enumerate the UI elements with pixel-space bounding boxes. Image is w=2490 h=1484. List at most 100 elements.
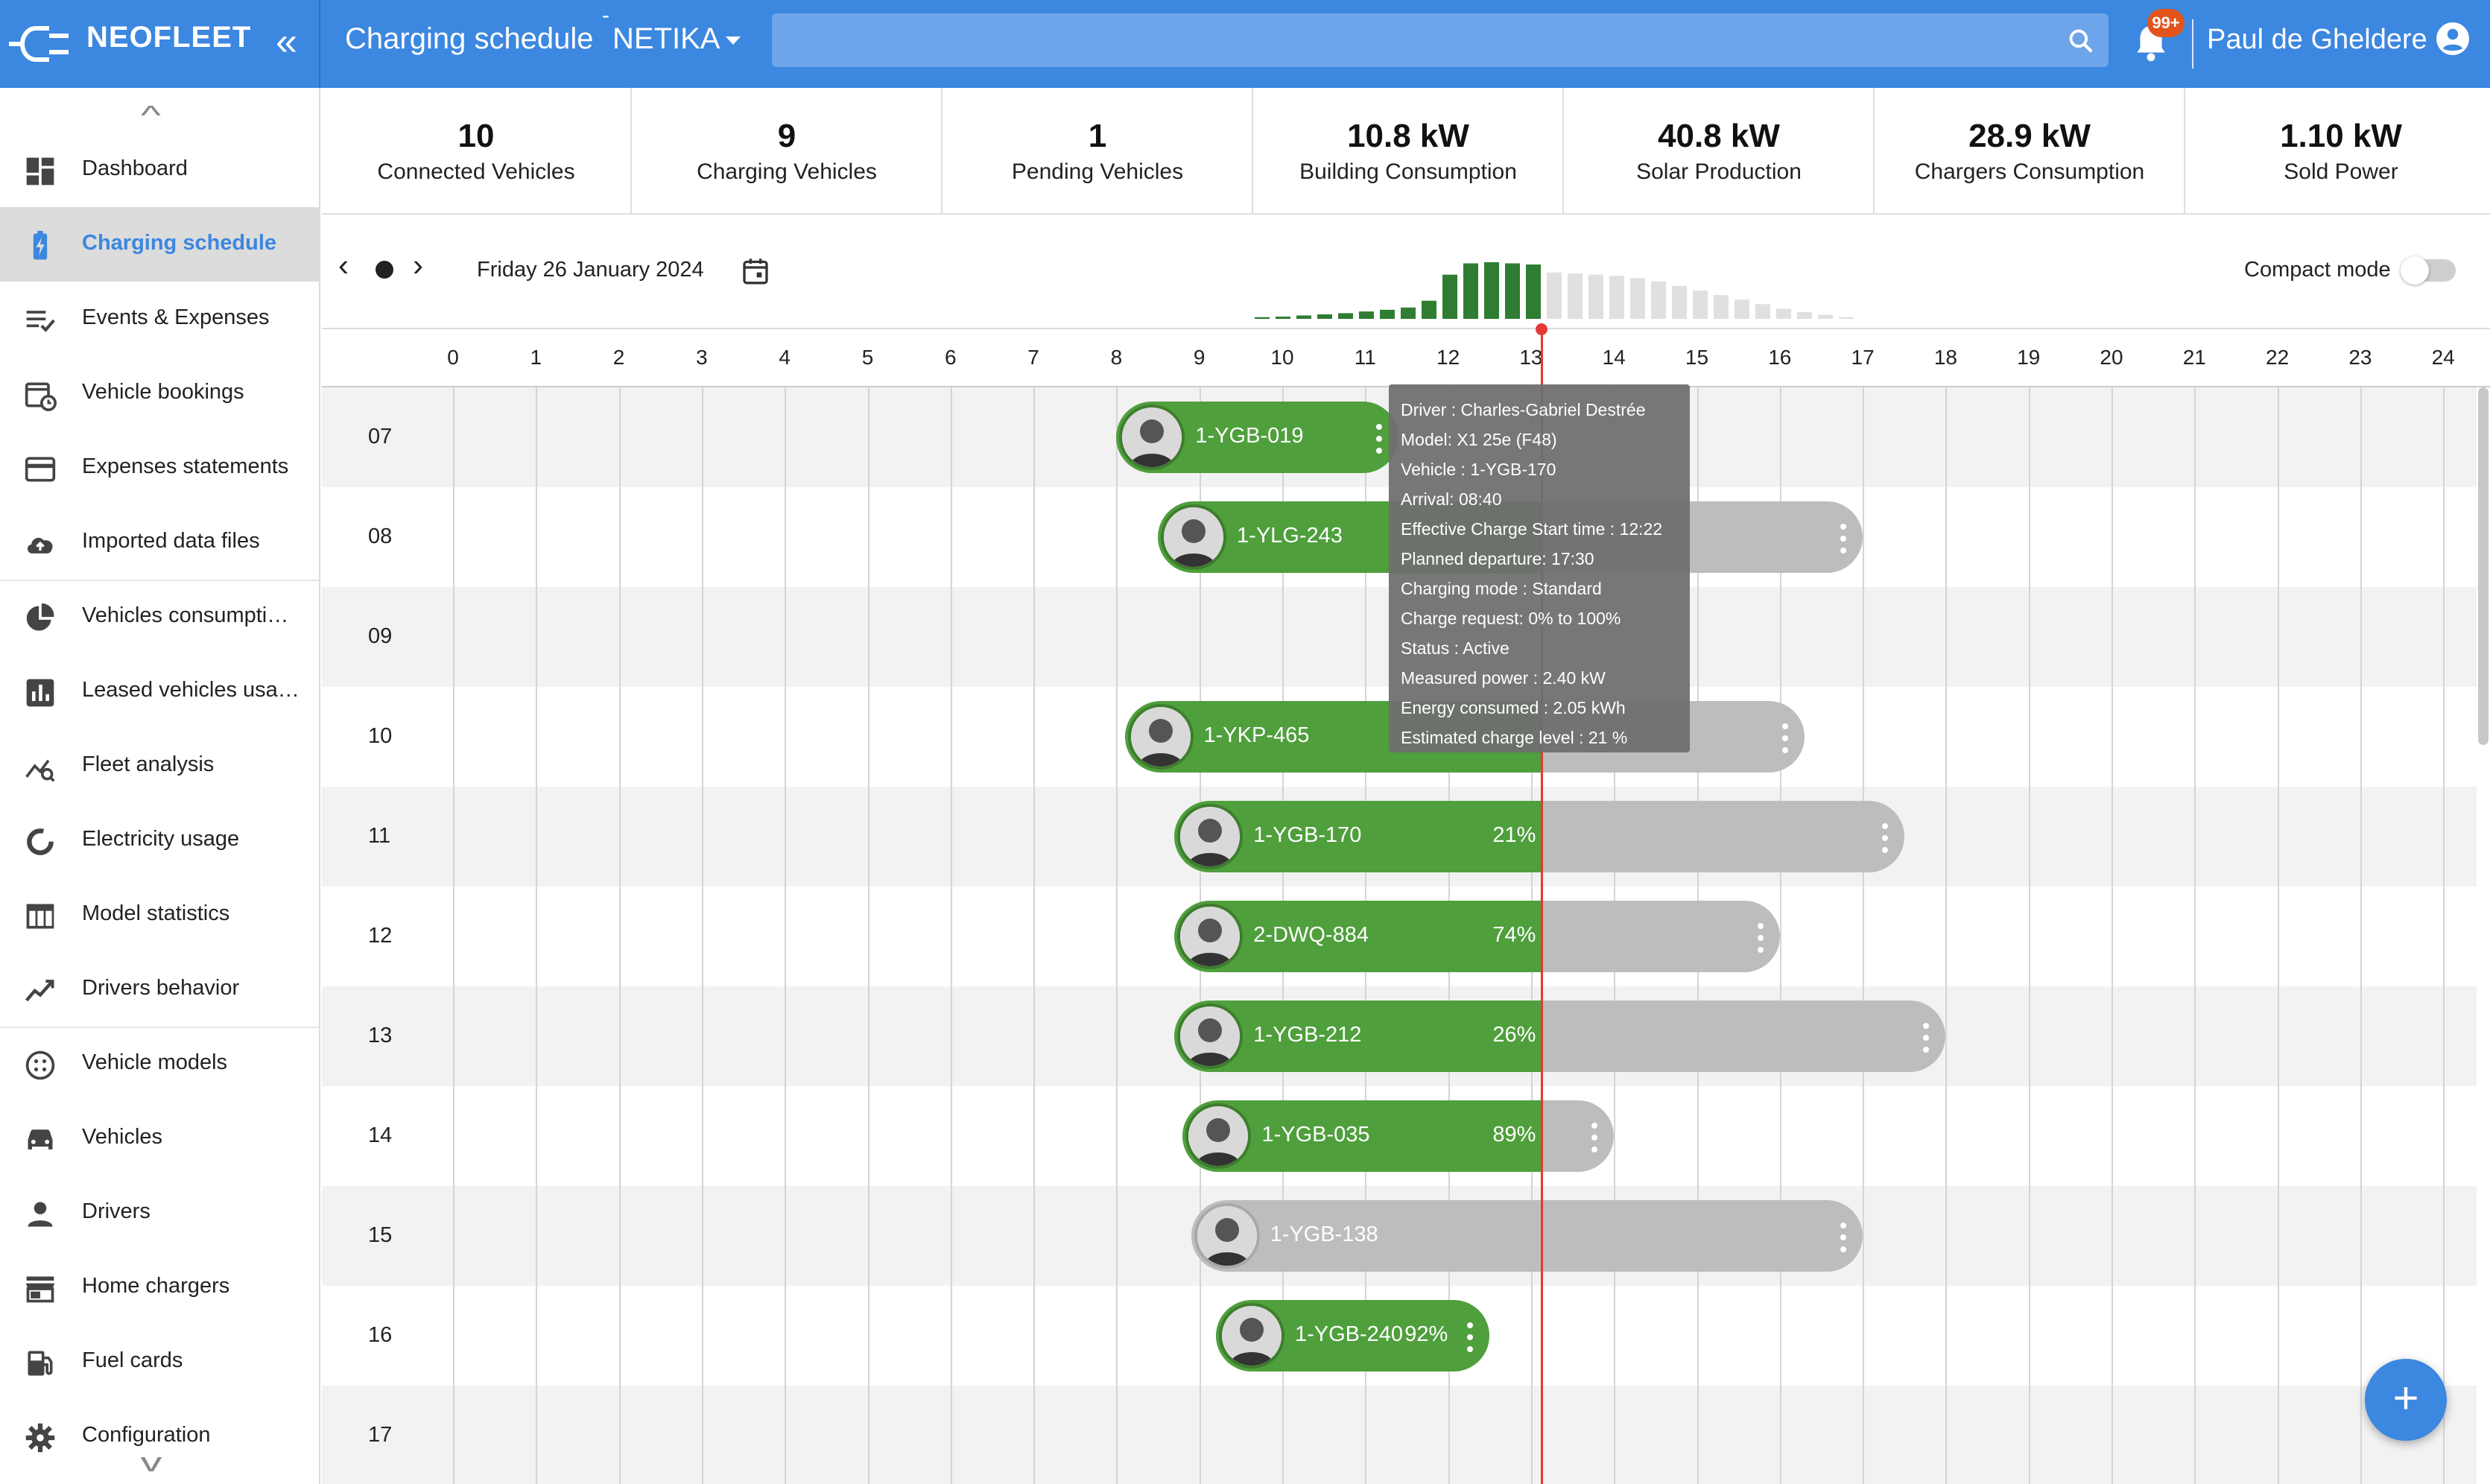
grid-scrollbar[interactable] (2478, 387, 2489, 745)
driver-photo (1122, 408, 1182, 467)
site-selector[interactable]: NETIKA (612, 22, 741, 56)
schedule-toolbar: ‹ › Friday 26 January 2024 Compact mode (322, 215, 2490, 328)
driver-avatar (1218, 1303, 1284, 1369)
sidebar-item-configuration[interactable]: Configuration (0, 1399, 319, 1474)
power-bar (1442, 274, 1457, 319)
sidebar-item-events-expenses[interactable]: Events & Expenses (0, 282, 319, 356)
events-list-icon (26, 311, 55, 332)
tooltip-line: Charging mode : Standard (1401, 579, 1602, 598)
search-icon[interactable] (2067, 27, 2095, 55)
dashboard-icon (26, 157, 54, 186)
power-bar (1296, 315, 1311, 319)
vehicle-charge-bar[interactable]: 1-YGB-138 (1191, 1200, 1863, 1272)
sidebar: ^ Dashboard Charging schedule Events & Exp… (0, 88, 320, 1484)
site-selector-marker: - (602, 3, 609, 28)
bar-chart-icon (26, 679, 54, 707)
sidebar-item-charging-schedule[interactable]: Charging schedule (0, 207, 319, 282)
vehicle-charge-bar[interactable]: 1-YGB-019 (1116, 402, 1398, 473)
next-day-button[interactable]: › (413, 247, 423, 282)
more-options-icon[interactable] (1591, 1123, 1598, 1152)
charger-label: 08 (368, 524, 393, 548)
power-bar (1630, 278, 1645, 319)
more-options-icon[interactable] (1757, 923, 1764, 953)
vehicle-charge-bar[interactable]: 1-YGB-035 89% (1182, 1100, 1615, 1172)
fuel-icon (28, 1351, 53, 1376)
hour-tick: 24 (2431, 346, 2455, 369)
chevron-down-icon[interactable]: v (140, 1447, 162, 1477)
hour-gridline (2112, 387, 2113, 1484)
hour-tick: 19 (2017, 346, 2041, 369)
hour-tick: 9 (1193, 346, 1206, 369)
sidebar-item-label: Model statistics (82, 901, 230, 925)
vehicle-plate: 1-YGB-170 (1253, 823, 1362, 847)
vehicle-charge-bar[interactable]: 1-YGB-212 26% (1174, 1001, 1946, 1072)
sidebar-item-model-statistics[interactable]: Model statistics (0, 878, 319, 952)
power-bar (1714, 295, 1729, 319)
hour-tick: 1 (530, 346, 542, 369)
sidebar-item-vehicle-bookings[interactable]: Vehicle bookings (0, 356, 319, 431)
sidebar-item-label: Dashboard (82, 156, 188, 180)
model-icon (25, 1050, 55, 1080)
charger-label: 09 (368, 624, 393, 648)
vehicle-charge-bar[interactable]: 1-YGB-170 21% (1174, 801, 1904, 872)
chevron-up-icon[interactable]: ^ (140, 100, 161, 130)
power-bar (1547, 272, 1562, 319)
driver-photo (1180, 1006, 1241, 1066)
power-bar (1422, 300, 1436, 319)
sidebar-item-home-chargers[interactable]: Home chargers (0, 1250, 319, 1325)
more-options-icon[interactable] (1782, 723, 1789, 753)
sidebar-item-electricity-usage[interactable]: Electricity usage (0, 803, 319, 878)
sidebar-item-vehicles[interactable]: Vehicles (0, 1101, 319, 1176)
sidebar-item-imported-data-files[interactable]: Imported data files (0, 505, 319, 580)
power-bar (1359, 311, 1374, 319)
remaining-segment (1542, 1100, 1615, 1172)
toggle-knob[interactable] (2401, 256, 2429, 285)
hour-gridline (867, 387, 869, 1484)
sidebar-divider (0, 1027, 319, 1028)
vehicle-charge-bar[interactable]: 2-DWQ-884 74% (1174, 901, 1780, 972)
battery-charging-icon (33, 230, 48, 260)
sidebar-item-dashboard[interactable]: Dashboard (0, 133, 319, 207)
sidebar-item-fuel-cards[interactable]: Fuel cards (0, 1325, 319, 1399)
more-options-icon[interactable] (1467, 1322, 1474, 1352)
sidebar-item-leased-vehicles-usa[interactable]: Leased vehicles usa… (0, 654, 319, 729)
hour-gridline (1945, 387, 1948, 1484)
hour-tick: 0 (447, 346, 459, 369)
cloud-upload-icon (28, 537, 53, 554)
charge-level: 26% (1492, 1023, 1536, 1047)
today-button[interactable] (376, 261, 393, 279)
account-icon[interactable] (2435, 21, 2471, 57)
more-options-icon[interactable] (1375, 424, 1382, 454)
sidebar-item-vehicles-consumpti[interactable]: Vehicles consumpti… (0, 580, 319, 654)
tooltip-line: Effective Charge Start time : 12:22 (1401, 519, 1663, 539)
sidebar-item-label: Events & Expenses (82, 305, 270, 329)
vehicle-plate: 1-YGB-212 (1253, 1023, 1362, 1047)
calendar-icon[interactable] (741, 256, 770, 286)
stat-card: 28.9 kW Chargers Consumption (1875, 88, 2185, 215)
power-bar (1651, 281, 1666, 319)
sidebar-item-vehicle-models[interactable]: Vehicle models (0, 1027, 319, 1101)
hour-tick: 6 (945, 346, 957, 369)
stat-card: 10 Connected Vehicles (322, 88, 632, 215)
previous-day-button[interactable]: ‹ (338, 247, 349, 282)
collapse-sidebar-icon[interactable]: « (276, 20, 297, 63)
sidebar-item-drivers[interactable]: Drivers (0, 1176, 319, 1250)
hour-gridline (1033, 387, 1036, 1484)
sidebar-item-fleet-analysis[interactable]: Fleet analysis (0, 729, 319, 803)
more-options-icon[interactable] (1881, 823, 1888, 853)
compact-mode-toggle[interactable] (2401, 256, 2456, 285)
vehicle-charge-bar[interactable]: 1-YGB-240 92% (1215, 1300, 1490, 1372)
user-name[interactable]: Paul de Gheldere (2207, 24, 2427, 55)
sidebar-item-drivers-behavior[interactable]: Drivers behavior (0, 952, 319, 1027)
more-options-icon[interactable] (1923, 1023, 1930, 1053)
add-booking-button[interactable]: + (2365, 1359, 2447, 1441)
charger-label: 12 (368, 924, 393, 948)
search-field[interactable] (772, 13, 2109, 67)
sidebar-item-expenses-statements[interactable]: Expenses statements (0, 431, 319, 505)
remaining-segment (1542, 801, 1904, 872)
hour-gridline (785, 387, 787, 1484)
brand-name: NEOFLEET (86, 21, 252, 54)
charger-label: 15 (368, 1223, 393, 1247)
more-options-icon[interactable] (1840, 524, 1847, 554)
more-options-icon[interactable] (1840, 1223, 1847, 1252)
